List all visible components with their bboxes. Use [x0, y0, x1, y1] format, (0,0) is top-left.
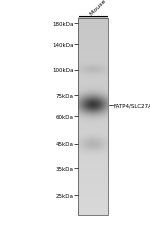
Text: Mouse brain: Mouse brain	[89, 0, 120, 16]
Text: 45kDa: 45kDa	[56, 142, 74, 147]
Text: 60kDa: 60kDa	[56, 114, 74, 119]
Bar	[78, 18, 108, 215]
Text: FATP4/SLC27A4: FATP4/SLC27A4	[114, 103, 150, 108]
Text: 75kDa: 75kDa	[56, 93, 74, 98]
Text: 100kDa: 100kDa	[52, 68, 74, 73]
Text: 35kDa: 35kDa	[56, 166, 74, 171]
Text: 25kDa: 25kDa	[56, 193, 74, 198]
Text: 180kDa: 180kDa	[52, 22, 74, 27]
Text: 140kDa: 140kDa	[52, 43, 74, 48]
